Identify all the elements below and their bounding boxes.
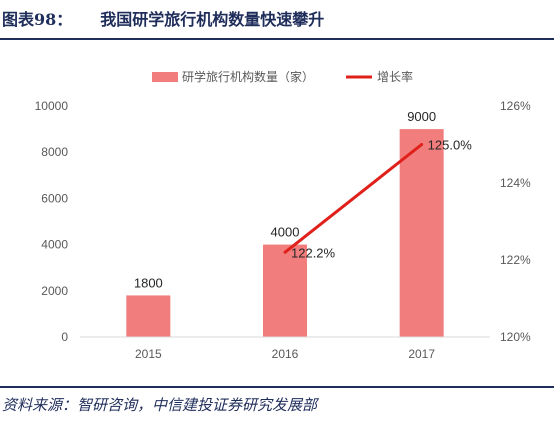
x-tick-label: 2017 xyxy=(408,347,435,361)
source-note: 资料来源：智研咨询，中信建投证券研究发展部 xyxy=(2,396,318,414)
y-left-tick-label: 2000 xyxy=(41,284,68,298)
y-left-tick-label: 4000 xyxy=(41,238,68,252)
growth-rate-data-label: 125.0% xyxy=(428,138,473,153)
bar xyxy=(126,295,171,337)
x-tick-label: 2015 xyxy=(135,347,162,361)
legend-bar-swatch xyxy=(152,72,178,82)
growth-rate-point xyxy=(420,143,424,146)
y-left-tick-label: 0 xyxy=(61,330,68,344)
bar xyxy=(399,129,444,337)
figure-title: 图表98： 我国研学旅行机构数量快速攀升 xyxy=(0,4,554,36)
legend-line-label: 增长率 xyxy=(377,69,413,84)
legend-bar-label: 研学旅行机构数量（家） xyxy=(182,69,314,84)
bar-data-label: 1800 xyxy=(134,275,163,290)
growth-rate-line xyxy=(284,143,423,254)
y-right-tick-label: 126% xyxy=(500,99,531,113)
bar xyxy=(263,244,307,337)
growth-rate-data-label: 122.2% xyxy=(291,245,336,260)
top-rule xyxy=(0,38,554,40)
y-right-tick-label: 120% xyxy=(500,330,531,344)
growth-rate-point xyxy=(283,250,287,254)
y-right-tick-label: 122% xyxy=(500,253,531,267)
bar-data-label: 4000 xyxy=(271,225,300,240)
figure-title-text: 我国研学旅行机构数量快速攀升 xyxy=(100,10,325,29)
y-left-tick-label: 10000 xyxy=(35,99,69,113)
x-tick-label: 2016 xyxy=(272,347,299,361)
y-left-tick-label: 6000 xyxy=(41,191,68,205)
figure-label: 图表98： xyxy=(2,10,73,29)
bottom-rule xyxy=(0,386,554,388)
y-left-tick-label: 8000 xyxy=(41,145,68,159)
y-right-tick-label: 124% xyxy=(500,176,531,190)
bar-data-label: 9000 xyxy=(407,109,436,124)
